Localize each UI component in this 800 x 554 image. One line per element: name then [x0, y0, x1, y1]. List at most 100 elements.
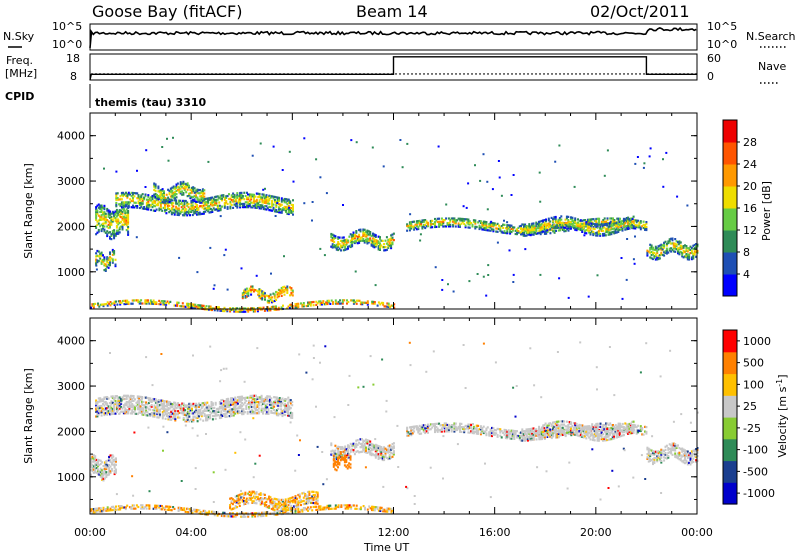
heatmap-cell — [526, 231, 529, 234]
heatmap-cell — [169, 195, 172, 198]
heatmap-cell — [147, 208, 150, 211]
heatmap-cell — [114, 395, 117, 398]
heatmap-cell — [125, 216, 128, 219]
heatmap-cell — [333, 237, 336, 240]
heatmap-cell — [568, 225, 571, 228]
heatmap-cell — [243, 289, 246, 292]
date-title: 02/Oct/2011 — [590, 2, 690, 21]
heatmap-cell — [259, 295, 262, 298]
heatmap-cell — [418, 427, 421, 431]
heatmap-cell — [376, 449, 379, 452]
heatmap-cell — [672, 242, 675, 245]
heatmap-cell — [347, 457, 349, 460]
heatmap-cell — [202, 212, 205, 215]
heatmap-cell — [113, 233, 116, 237]
heatmap-cell — [259, 396, 262, 399]
heatmap-cell — [631, 218, 634, 221]
heatmap-cell — [248, 399, 251, 402]
heatmap-cell — [118, 405, 121, 409]
heatmap-cell — [610, 226, 613, 229]
heatmap-cell — [287, 200, 290, 203]
heatmap-cell — [654, 247, 657, 250]
heatmap-cell — [558, 221, 561, 224]
heatmap-cell — [109, 231, 111, 234]
heatmap-cell — [145, 149, 148, 152]
heatmap-cell — [115, 226, 118, 229]
heatmap-cell — [171, 196, 174, 199]
heatmap-cell — [205, 403, 207, 406]
heatmap-cell — [506, 224, 509, 227]
heatmap-cell — [657, 257, 660, 261]
heatmap-cell — [278, 203, 280, 206]
heatmap-cell — [500, 430, 503, 433]
heatmap-cell — [366, 439, 369, 442]
heatmap-cell — [286, 288, 289, 291]
heatmap-cell — [186, 412, 189, 415]
heatmap-cell — [133, 299, 136, 302]
heatmap-cell — [90, 459, 92, 462]
heatmap-cell — [414, 425, 417, 428]
heatmap-cell — [176, 207, 179, 210]
heatmap-cell — [532, 222, 535, 225]
heatmap-cell — [178, 188, 181, 191]
heatmap-cell — [507, 432, 510, 435]
heatmap-cell — [285, 404, 288, 407]
heatmap-cell — [163, 201, 165, 204]
heatmap-cell — [120, 191, 123, 195]
heatmap-cell — [95, 226, 98, 229]
heatmap-cell — [212, 287, 215, 290]
heatmap-cell — [122, 412, 125, 415]
heatmap-cell — [268, 309, 271, 312]
heatmap-cell — [353, 446, 356, 449]
heatmap-cell — [332, 301, 334, 304]
heatmap-cell — [677, 250, 679, 253]
heatmap-cell — [165, 209, 168, 212]
heatmap-cell — [107, 405, 110, 408]
heatmap-cell — [193, 191, 196, 194]
heatmap-cell — [506, 227, 509, 230]
heatmap-cell — [425, 225, 428, 228]
heatmap-cell — [138, 400, 141, 403]
heatmap-cell — [341, 457, 344, 460]
heatmap-cell — [121, 218, 124, 221]
heatmap-cell — [521, 233, 524, 236]
heatmap-cell — [161, 417, 164, 420]
heatmap-cell — [612, 217, 614, 220]
heatmap-cell — [111, 260, 114, 263]
heatmap-cell — [166, 403, 168, 406]
heatmap-cell — [254, 206, 257, 209]
heatmap-cell — [327, 301, 330, 304]
heatmap-cell — [221, 197, 223, 200]
heatmap-cell — [274, 399, 277, 402]
heatmap-cell — [512, 174, 515, 176]
heatmap-cell — [509, 224, 512, 227]
heatmap-cell — [408, 426, 411, 429]
heatmap-cell — [271, 402, 274, 405]
heatmap-cell — [543, 232, 546, 235]
heatmap-cell — [538, 220, 540, 223]
heatmap-cell — [212, 197, 215, 200]
heatmap-cell — [255, 274, 258, 277]
heatmap-cell — [143, 412, 146, 415]
heatmap-cell — [166, 300, 169, 303]
heatmap-cell — [108, 471, 111, 474]
heatmap-cell — [264, 298, 266, 301]
heatmap-cell — [390, 243, 393, 246]
heatmap-cell — [453, 425, 456, 428]
heatmap-cell — [191, 404, 193, 407]
heatmap-cell — [261, 196, 264, 199]
heatmap-cell — [190, 196, 193, 199]
heatmap-cell — [459, 425, 461, 429]
heatmap-cell — [320, 303, 323, 306]
heatmap-cell — [379, 453, 381, 456]
heatmap-cell — [188, 306, 191, 309]
heatmap-cell — [253, 399, 256, 402]
heatmap-cell — [91, 455, 94, 458]
heatmap-cell — [277, 407, 280, 410]
heatmap-cell — [479, 226, 482, 229]
heatmap-cell — [208, 197, 211, 200]
heatmap-cell — [413, 430, 416, 433]
heatmap-cell — [164, 205, 166, 208]
heatmap-cell — [256, 404, 259, 407]
heatmap-cell — [96, 405, 99, 408]
